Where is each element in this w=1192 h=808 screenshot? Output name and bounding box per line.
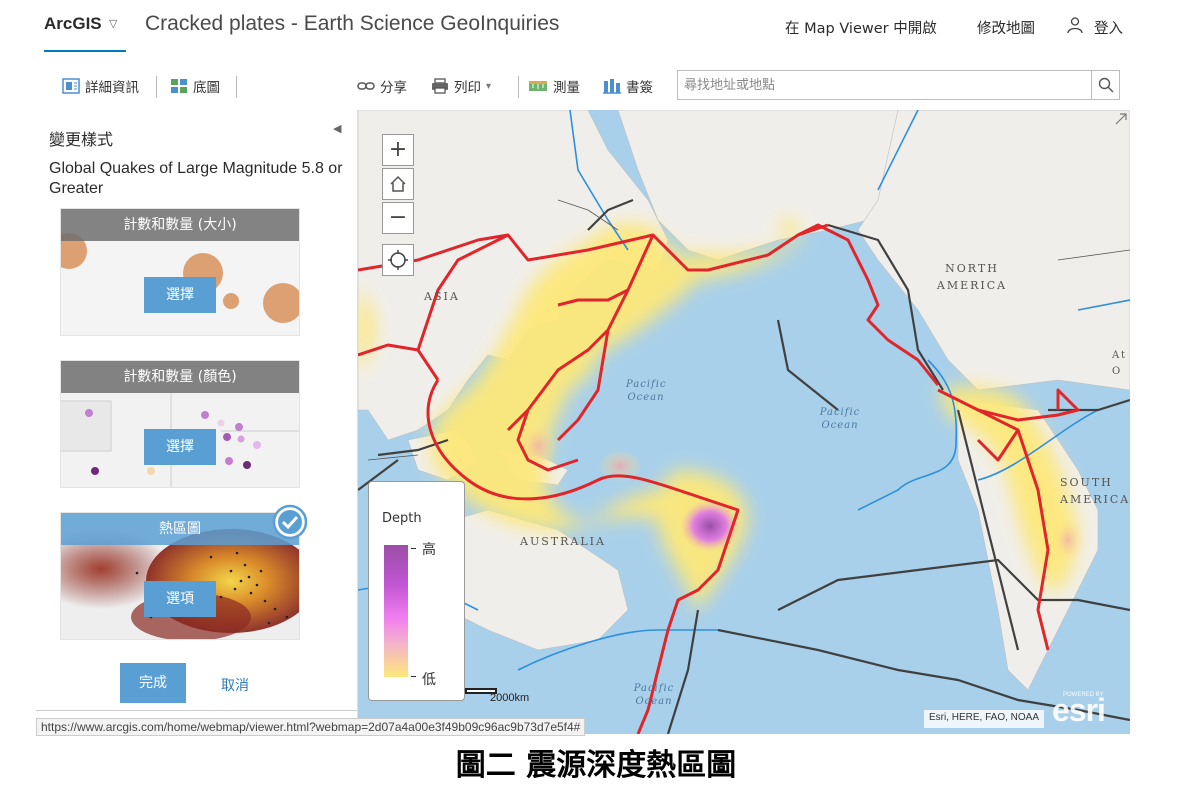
dark-plate-lines <box>358 198 1130 734</box>
label-north-america: NORTH AMERICA <box>936 262 1008 292</box>
details-label: 詳細資訊 <box>85 80 139 96</box>
search-box <box>677 70 1120 100</box>
legend-tick <box>411 548 416 549</box>
panel-divider <box>36 710 357 711</box>
scale-label: 2000km <box>490 692 530 704</box>
blue-lines <box>358 110 1130 671</box>
basemap-with-heatmap <box>358 110 1130 734</box>
zoom-out-button[interactable]: − <box>382 202 414 234</box>
cancel-link[interactable]: 取消 <box>221 678 249 694</box>
printer-icon <box>432 78 448 94</box>
toolbar-divider <box>156 76 157 98</box>
label-pacific-ocean: Pacific Ocean <box>819 407 861 431</box>
label-south-america: SOUTH AMERICA <box>1060 476 1130 506</box>
label-pacific-ocean: Pacific Ocean <box>626 379 667 403</box>
search-icon <box>1098 77 1113 93</box>
selected-check-icon <box>272 504 308 540</box>
basemap-label: 底圖 <box>193 80 220 96</box>
status-bar-url: https://www.arcgis.com/home/webmap/viewe… <box>36 718 586 736</box>
heatmap-hotspot-deep <box>680 500 740 552</box>
heatmap-hotspot-mid <box>598 450 642 482</box>
style-card-title: 計數和數量 (大小) <box>61 209 299 241</box>
land <box>358 110 1130 691</box>
share-label: 分享 <box>380 80 407 96</box>
layer-name: Global Quakes of Large Magnitude 5.8 or … <box>49 160 343 197</box>
legend-tick <box>411 676 416 677</box>
style-card-size[interactable]: 計數和數量 (大小) 選擇 <box>60 208 300 336</box>
style-card-color[interactable]: 計數和數量 (顏色) 選擇 <box>60 360 300 488</box>
search-input[interactable] <box>684 74 1084 96</box>
basemap-button[interactable]: 底圖 <box>170 76 220 96</box>
basemap-grid-icon <box>171 79 187 93</box>
expand-icon[interactable] <box>1114 112 1128 126</box>
style-card-title: 計數和數量 (顏色) <box>61 361 299 393</box>
chevron-down-icon[interactable]: ▽ <box>109 17 118 30</box>
label-asia: ASIA <box>424 290 460 303</box>
done-button[interactable]: 完成 <box>120 663 186 703</box>
style-card-title: 熱區圖 <box>61 513 299 545</box>
label-pacific-ocean: Pacific Ocean <box>633 683 675 707</box>
share-button[interactable]: 分享 <box>357 76 407 96</box>
measure-label: 測量 <box>553 80 580 96</box>
map-title: Cracked plates - Earth Science GeoInquir… <box>145 12 560 35</box>
open-in-map-viewer-link[interactable]: 在 Map Viewer 中開啟 <box>785 21 937 37</box>
panel-heading: 變更樣式 <box>49 130 114 149</box>
locate-icon <box>388 250 408 270</box>
arcgis-brand-menu[interactable]: ArcGIS <box>44 14 102 33</box>
sign-in-link[interactable]: 登入 <box>1094 21 1123 37</box>
home-button[interactable] <box>382 168 414 200</box>
legend-title: Depth <box>382 511 422 526</box>
map-view[interactable]: + − ASIA NORTH AMERICA SOUTH AMERICA AUS… <box>358 110 1130 734</box>
style-card-heatmap[interactable]: 熱區圖 選項 <box>60 512 300 640</box>
search-button[interactable] <box>1091 71 1119 99</box>
zoom-in-button[interactable]: + <box>382 134 414 166</box>
map-attribution: Esri, HERE, FAO, NOAA <box>924 710 1045 728</box>
select-color-button[interactable]: 選擇 <box>144 429 216 465</box>
heatmap-hotspot-mid <box>518 422 558 470</box>
label-australia: AUSTRALIA <box>520 535 606 548</box>
toolbar-divider <box>518 76 519 98</box>
print-label: 列印 <box>454 80 481 96</box>
details-icon <box>62 78 80 94</box>
app-header: ArcGIS ▽ Cracked plates - Earth Science … <box>0 0 1192 56</box>
figure-caption: 圖二 震源深度熱區圖 <box>455 748 737 783</box>
chevron-down-icon: ▾ <box>486 80 492 92</box>
powered-by-text: POWERED BY <box>1063 692 1104 698</box>
home-icon <box>390 175 406 192</box>
link-icon <box>357 82 375 90</box>
heatmap-hotspot-mid <box>1052 518 1084 562</box>
toolbar: 詳細資訊 底圖 分享 列印 ▾ 測量 書簽 <box>0 66 1192 108</box>
bookmark-icon <box>603 79 621 94</box>
label-atlantic: At O <box>1112 350 1128 377</box>
change-style-panel: ◀ 變更樣式 Global Quakes of Large Magnitude … <box>36 110 358 720</box>
heatmap-options-button[interactable]: 選項 <box>144 581 216 617</box>
depth-legend: Depth 高 低 <box>368 481 465 701</box>
locate-button[interactable] <box>382 244 414 276</box>
toolbar-divider <box>236 76 237 98</box>
bookmarks-button[interactable]: 書簽 <box>603 76 653 96</box>
details-button[interactable]: 詳細資訊 <box>62 76 139 96</box>
measure-button[interactable]: 測量 <box>528 76 580 96</box>
red-plate-boundaries <box>358 223 1080 734</box>
edit-map-link[interactable]: 修改地圖 <box>977 21 1035 37</box>
select-size-button[interactable]: 選擇 <box>144 277 216 313</box>
legend-low-label: 低 <box>422 672 436 688</box>
legend-high-label: 高 <box>422 542 436 558</box>
user-icon[interactable] <box>1066 16 1084 34</box>
bookmarks-label: 書簽 <box>626 80 653 96</box>
ruler-icon <box>529 81 547 91</box>
legend-color-ramp <box>384 545 408 677</box>
brand-underline <box>44 50 126 52</box>
print-button[interactable]: 列印 ▾ <box>431 76 491 96</box>
scale-bar <box>465 688 497 694</box>
esri-logo: esri <box>1052 692 1106 728</box>
collapse-panel-icon[interactable]: ◀ <box>333 122 342 135</box>
